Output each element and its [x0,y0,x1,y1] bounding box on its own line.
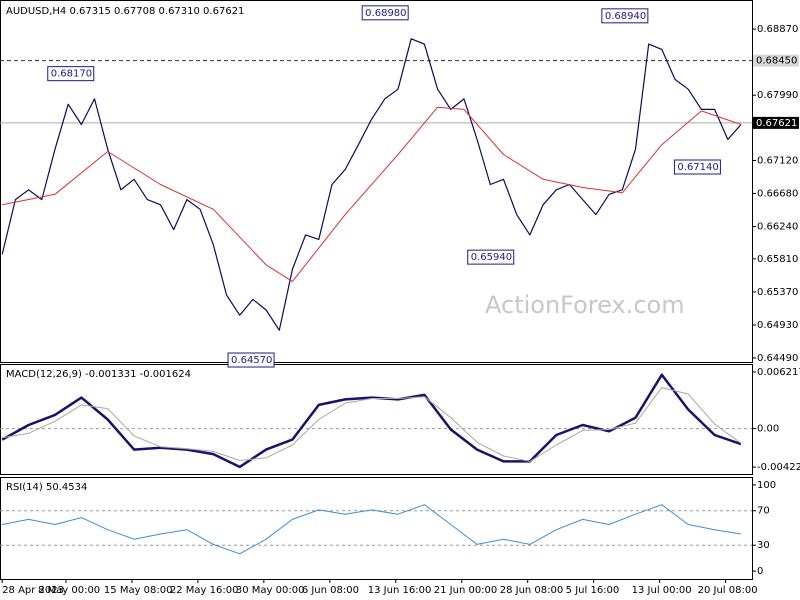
series-line [2,106,742,282]
x-tick-label: 20 Jul 08:00 [698,585,758,596]
y-tick-label: 0.68870 [757,24,798,35]
y-tick-label: 0.64930 [757,320,798,331]
x-tick-label: 8 May 00:00 [38,585,100,596]
y-tick-label: 0.00 [757,424,779,435]
price-annotation: 0.68170 [51,69,92,80]
level-label-box [753,54,799,67]
level-label: 0.68450 [756,56,797,67]
y-tick-label: 0.66680 [757,189,798,200]
price-annotation: 0.64570 [231,355,272,366]
price-annotation-box [361,5,409,21]
rsi-title: RSI(14) 50.4534 [6,482,87,493]
y-tick-label: 0.67120 [757,156,798,167]
y-tick-label: 0 [757,566,763,577]
series-line [1,38,742,331]
y-tick-label: 100 [757,480,776,491]
x-tick-label: 28 Jun 08:00 [500,585,564,596]
price-annotation: 0.67140 [677,162,718,173]
y-tick-label: 0.65810 [757,254,798,265]
watermark: ActionForex.com [485,291,685,319]
macd-panel [0,364,753,475]
chart-title: AUDUSD,H4 0.67315 0.67708 0.67310 0.6762… [6,6,244,17]
x-tick-label: 22 May 16:00 [170,585,239,596]
price-panel [0,0,753,363]
x-tick-label: 13 Jun 16:00 [368,585,432,596]
series-line [2,387,742,462]
macd-title: MACD(12,26,9) -0.001331 -0.001624 [6,369,191,380]
rsi-panel [0,477,753,580]
series-line [2,504,742,555]
price-annotation: 0.68940 [605,11,646,22]
series-line [1,373,742,469]
price-annotation-box [467,249,515,265]
x-tick-label: 21 Jun 00:00 [434,585,498,596]
y-tick-label: 0.64490 [757,353,798,364]
x-tick-label: 30 May 00:00 [236,585,305,596]
x-tick-label: 13 Jul 00:00 [632,585,692,596]
y-tick-label: 0.67990 [757,90,798,101]
y-tick-label: 0.006217 [757,367,800,378]
y-tick-label: 0.66240 [757,222,798,233]
level-label: 0.67621 [756,118,797,129]
price-annotation: 0.68980 [365,8,406,19]
price-annotation: 0.65940 [471,252,512,263]
x-tick-label: 5 Jul 16:00 [566,585,620,596]
price-annotation-box [601,8,649,24]
y-tick-label: 30 [757,540,770,551]
level-label-box [753,116,799,129]
x-tick-label: 6 Jun 08:00 [302,585,359,596]
x-tick-label: 28 Apr 2023 [2,585,64,596]
price-annotation-box [47,66,95,82]
price-annotation-box [227,352,275,368]
x-tick-label: 15 May 08:00 [104,585,173,596]
price-annotation-box [673,159,721,175]
y-tick-label: 70 [757,506,770,517]
y-tick-label: 0.65370 [757,287,798,298]
